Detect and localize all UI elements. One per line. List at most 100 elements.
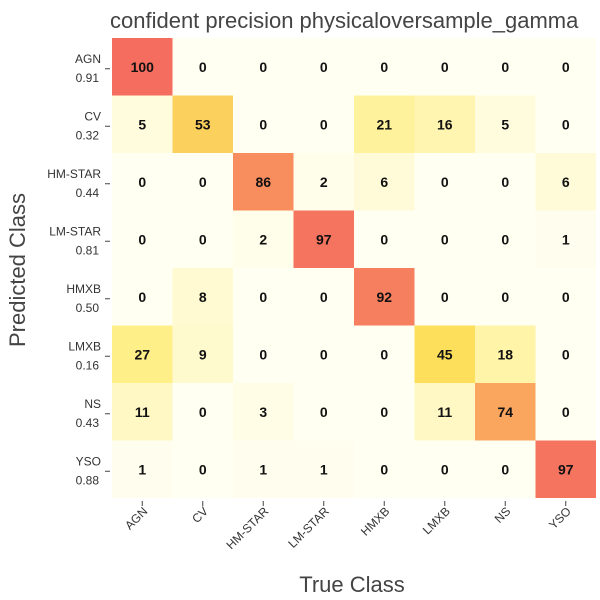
- cell-value-label: 1: [259, 461, 267, 477]
- row-score-label: 0.16: [76, 358, 100, 372]
- cell-value-label: 0: [501, 289, 509, 305]
- row-score-label: 0.81: [76, 243, 100, 257]
- cell-value-label: 74: [497, 404, 513, 420]
- heatmap-cell: [112, 268, 173, 326]
- heatmap-cell: [535, 38, 596, 96]
- cell-value-label: 0: [259, 116, 267, 132]
- heatmap-cell: [414, 95, 475, 153]
- cell-value-label: 97: [316, 231, 332, 247]
- cell-value-label: 0: [562, 346, 570, 362]
- column-label: YSO: [546, 504, 574, 532]
- heatmap-cell: [112, 95, 173, 153]
- heatmap-cell: [354, 268, 415, 326]
- heatmap-cell: [475, 153, 536, 211]
- heatmap-cell: [172, 38, 233, 96]
- cell-value-label: 0: [320, 404, 328, 420]
- row-score-label: 0.32: [76, 128, 100, 142]
- cell-value-label: 0: [441, 174, 449, 190]
- cell-value-label: 0: [562, 404, 570, 420]
- cell-value-label: 0: [199, 231, 207, 247]
- cell-value-label: 2: [259, 231, 267, 247]
- cell-value-label: 0: [380, 346, 388, 362]
- heatmap-cell: [112, 383, 173, 441]
- row-label: HM-STAR: [47, 167, 101, 181]
- heatmap-cell: [293, 440, 354, 498]
- cell-value-label: 0: [501, 231, 509, 247]
- row-label: LM-STAR: [49, 224, 101, 238]
- cell-value-label: 0: [259, 59, 267, 75]
- heatmap-cell: [475, 325, 536, 383]
- cell-value-label: 0: [501, 174, 509, 190]
- heatmap-cell: [233, 153, 294, 211]
- cell-value-label: 8: [199, 289, 207, 305]
- heatmap-cell: [354, 325, 415, 383]
- heatmap-cell: [233, 440, 294, 498]
- heatmap-cell: [233, 95, 294, 153]
- row-score-label: 0.50: [76, 301, 100, 315]
- column-label: NS: [492, 504, 514, 526]
- cell-value-label: 0: [380, 461, 388, 477]
- heatmap-cell: [354, 38, 415, 96]
- heatmap-cell: [293, 325, 354, 383]
- cell-value-label: 86: [255, 174, 271, 190]
- chart-title: confident precision physicaloversample_g…: [110, 8, 579, 33]
- cell-value-label: 0: [259, 346, 267, 362]
- column-label: HM-STAR: [223, 504, 271, 552]
- heatmap-cell: [535, 153, 596, 211]
- cell-value-label: 11: [437, 404, 452, 420]
- cell-value-label: 0: [380, 404, 388, 420]
- heatmap-cell: [112, 440, 173, 498]
- cell-value-label: 0: [562, 289, 570, 305]
- heatmap-cell: [172, 210, 233, 268]
- column-label: LM-STAR: [285, 504, 332, 551]
- cell-value-label: 0: [562, 116, 570, 132]
- heatmap-cell: [172, 325, 233, 383]
- heatmap-cell: [233, 268, 294, 326]
- cell-value-label: 0: [441, 59, 449, 75]
- heatmap-cell: [414, 153, 475, 211]
- heatmap-cell: [112, 325, 173, 383]
- heatmap-cell: [475, 440, 536, 498]
- row-labels: AGN 0.91 CV 0.32 HM-STAR 0.44 LM-STAR 0.81 HMXB 0…: [47, 52, 110, 487]
- column-label: LMXB: [420, 504, 453, 537]
- heatmap-cell: [475, 210, 536, 268]
- cell-value-label: 0: [320, 116, 328, 132]
- heatmap-cell: [535, 325, 596, 383]
- heatmap-cell: [293, 153, 354, 211]
- y-axis-label: Predicted Class: [5, 193, 30, 347]
- cell-value-label: 0: [380, 59, 388, 75]
- heatmap-cell: [414, 38, 475, 96]
- row-label: CV: [84, 109, 101, 123]
- cell-value-label: 5: [138, 116, 146, 132]
- cell-value-label: 0: [380, 231, 388, 247]
- row-score-label: 0.91: [76, 71, 100, 85]
- heatmap-cell: [233, 38, 294, 96]
- heatmap-cell: [112, 38, 173, 96]
- cell-value-label: 0: [199, 174, 207, 190]
- cell-value-label: 0: [441, 461, 449, 477]
- heatmap-cell: [414, 210, 475, 268]
- cell-value-label: 100: [131, 59, 155, 75]
- heatmap-cell: [233, 383, 294, 441]
- row-label: HMXB: [66, 282, 101, 296]
- heatmap-cell: [293, 268, 354, 326]
- cell-value-label: 21: [376, 116, 392, 132]
- heatmap-cell: [414, 325, 475, 383]
- heatmap-cell: [172, 95, 233, 153]
- heatmap-cell: [293, 38, 354, 96]
- cell-value-label: 0: [138, 289, 146, 305]
- heatmap-cell: [535, 95, 596, 153]
- heatmap-cell: [172, 383, 233, 441]
- heatmap-cell: [475, 268, 536, 326]
- cell-value-label: 0: [501, 59, 509, 75]
- cell-value-label: 18: [497, 346, 513, 362]
- row-score-label: 0.43: [76, 416, 100, 430]
- cell-value-label: 0: [199, 461, 207, 477]
- cell-value-label: 0: [138, 174, 146, 190]
- cell-value-label: 16: [437, 116, 453, 132]
- heatmap-cell: [535, 383, 596, 441]
- cell-value-label: 97: [558, 461, 574, 477]
- cell-value-label: 9: [199, 346, 207, 362]
- cell-value-label: 1: [138, 461, 146, 477]
- heatmap-cells: 100 0 0 0 0 0 0 05 53 0 0 21 16 5 00 0 86 2 6 0 0 60 0 2 97 0 0 0 10…: [112, 38, 596, 498]
